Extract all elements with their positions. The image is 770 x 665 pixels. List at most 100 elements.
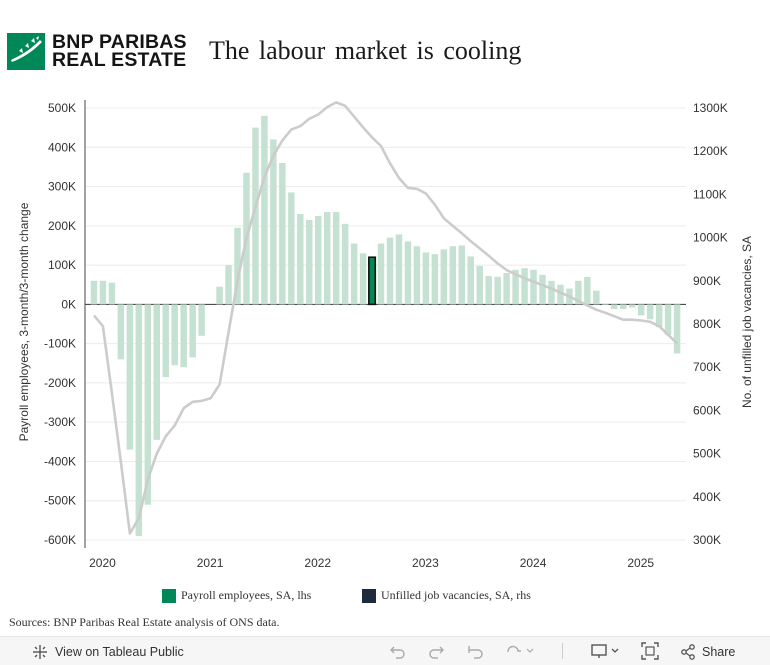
tableau-logo-icon <box>33 645 47 659</box>
payroll-bar[interactable] <box>646 304 654 320</box>
payroll-bar[interactable] <box>620 304 627 310</box>
payroll-bar[interactable] <box>431 254 439 305</box>
payroll-bar[interactable] <box>539 274 546 305</box>
tableau-toolbar: View on Tableau Public Share <box>0 636 770 665</box>
undo-button[interactable] <box>388 642 406 660</box>
payroll-bar[interactable] <box>144 304 152 505</box>
payroll-bar[interactable] <box>99 280 107 305</box>
payroll-bar[interactable] <box>332 212 340 305</box>
payroll-bar[interactable] <box>189 304 196 358</box>
left-tick-label: 100K <box>48 258 76 272</box>
payroll-bar[interactable] <box>637 304 645 316</box>
legend-item-payroll[interactable]: Payroll employees, SA, lhs <box>162 588 311 603</box>
legend-swatch-payroll <box>162 588 176 603</box>
payroll-bar[interactable] <box>440 249 448 305</box>
x-tick-label: 2021 <box>197 556 224 570</box>
payroll-bar[interactable] <box>288 192 295 305</box>
payroll-bar[interactable] <box>485 276 492 305</box>
refresh-button[interactable] <box>505 642 535 660</box>
legend-label-payroll: Payroll employees, SA, lhs <box>181 588 312 602</box>
payroll-bar[interactable] <box>297 214 304 305</box>
payroll-bar[interactable] <box>126 304 134 450</box>
view-on-tableau-button[interactable]: View on Tableau Public <box>32 644 184 660</box>
left-tick-label: 300K <box>48 180 76 194</box>
payroll-bar[interactable] <box>171 304 178 366</box>
download-button[interactable] <box>590 642 622 660</box>
payroll-bar[interactable] <box>503 272 510 305</box>
vacancies-line[interactable] <box>92 101 678 535</box>
revert-button[interactable] <box>466 642 484 660</box>
payroll-bar[interactable] <box>359 253 367 305</box>
payroll-bar[interactable] <box>261 115 268 305</box>
right-tick-label: 500K <box>693 447 721 461</box>
payroll-bar[interactable] <box>655 304 663 328</box>
payroll-bar[interactable] <box>422 252 430 305</box>
left-tick-label: 400K <box>48 140 76 154</box>
redo-button[interactable] <box>428 642 446 660</box>
undo-icon <box>390 646 405 659</box>
payroll-bar[interactable] <box>135 304 143 537</box>
payroll-bar-highlighted[interactable] <box>368 256 377 306</box>
payroll-bar[interactable] <box>279 162 286 305</box>
payroll-bar[interactable] <box>117 304 125 360</box>
payroll-bar[interactable] <box>252 127 259 305</box>
payroll-bar[interactable] <box>270 139 277 305</box>
payroll-bar[interactable] <box>512 269 519 305</box>
left-tick-label: -200K <box>44 376 76 390</box>
page-title: The labour market is cooling <box>209 36 522 65</box>
payroll-bar[interactable] <box>548 280 555 305</box>
payroll-bar[interactable] <box>386 237 394 305</box>
payroll-bar[interactable] <box>350 243 358 305</box>
bnp-logo-icon <box>7 33 45 70</box>
share-button[interactable]: Share <box>680 644 735 660</box>
logo-text: BNP PARIBAS REAL ESTATE <box>52 32 187 70</box>
payroll-bar[interactable] <box>557 284 564 305</box>
payroll-bar[interactable] <box>315 216 322 305</box>
payroll-bar[interactable] <box>664 304 672 335</box>
payroll-bar[interactable] <box>306 219 313 305</box>
payroll-bar[interactable] <box>90 280 98 305</box>
legend: Payroll employees, SA, lhs Unfilled job … <box>0 588 770 608</box>
payroll-bar[interactable] <box>341 223 349 305</box>
payroll-bar[interactable] <box>584 276 591 305</box>
payroll-bar[interactable] <box>449 246 457 305</box>
payroll-bar[interactable] <box>404 241 412 305</box>
payroll-bar[interactable] <box>602 303 609 305</box>
payroll-bar[interactable] <box>494 276 501 305</box>
payroll-bar[interactable] <box>467 256 474 305</box>
payroll-bar[interactable] <box>395 234 403 305</box>
x-tick-label: 2025 <box>627 556 654 570</box>
payroll-bar[interactable] <box>108 282 116 305</box>
payroll-bar[interactable] <box>234 227 241 305</box>
payroll-bar[interactable] <box>216 286 223 305</box>
payroll-bar[interactable] <box>225 265 232 305</box>
right-tick-label: 400K <box>693 490 721 504</box>
right-tick-label: 1000K <box>693 231 728 245</box>
payroll-bar[interactable] <box>162 304 169 378</box>
left-tick-label: -100K <box>44 337 76 351</box>
redo-icon <box>429 646 444 659</box>
x-tick-label: 2024 <box>520 556 547 570</box>
payroll-bar[interactable] <box>521 268 528 305</box>
payroll-bar[interactable] <box>593 290 600 305</box>
fullscreen-icon <box>641 642 659 660</box>
payroll-bar[interactable] <box>153 304 160 440</box>
payroll-bar[interactable] <box>628 304 636 308</box>
payroll-bar[interactable] <box>611 304 618 310</box>
payroll-bar[interactable] <box>575 280 582 305</box>
fullscreen-button[interactable] <box>641 642 659 660</box>
payroll-bar[interactable] <box>180 304 187 368</box>
legend-item-vacancies[interactable]: Unfilled job vacancies, SA, rhs <box>362 588 531 603</box>
payroll-bar[interactable] <box>458 245 465 305</box>
left-tick-label: 0K <box>61 297 76 311</box>
payroll-bar[interactable] <box>476 265 483 305</box>
legend-label-vacancies: Unfilled job vacancies, SA, rhs <box>381 588 531 602</box>
download-icon <box>591 644 619 658</box>
payroll-bar[interactable] <box>198 304 205 336</box>
payroll-bar[interactable] <box>377 243 385 305</box>
payroll-bar[interactable] <box>673 304 681 354</box>
payroll-bar[interactable] <box>323 212 331 305</box>
x-tick-label: 2020 <box>89 556 116 570</box>
payroll-bar[interactable] <box>530 269 537 305</box>
payroll-bar[interactable] <box>413 246 421 305</box>
